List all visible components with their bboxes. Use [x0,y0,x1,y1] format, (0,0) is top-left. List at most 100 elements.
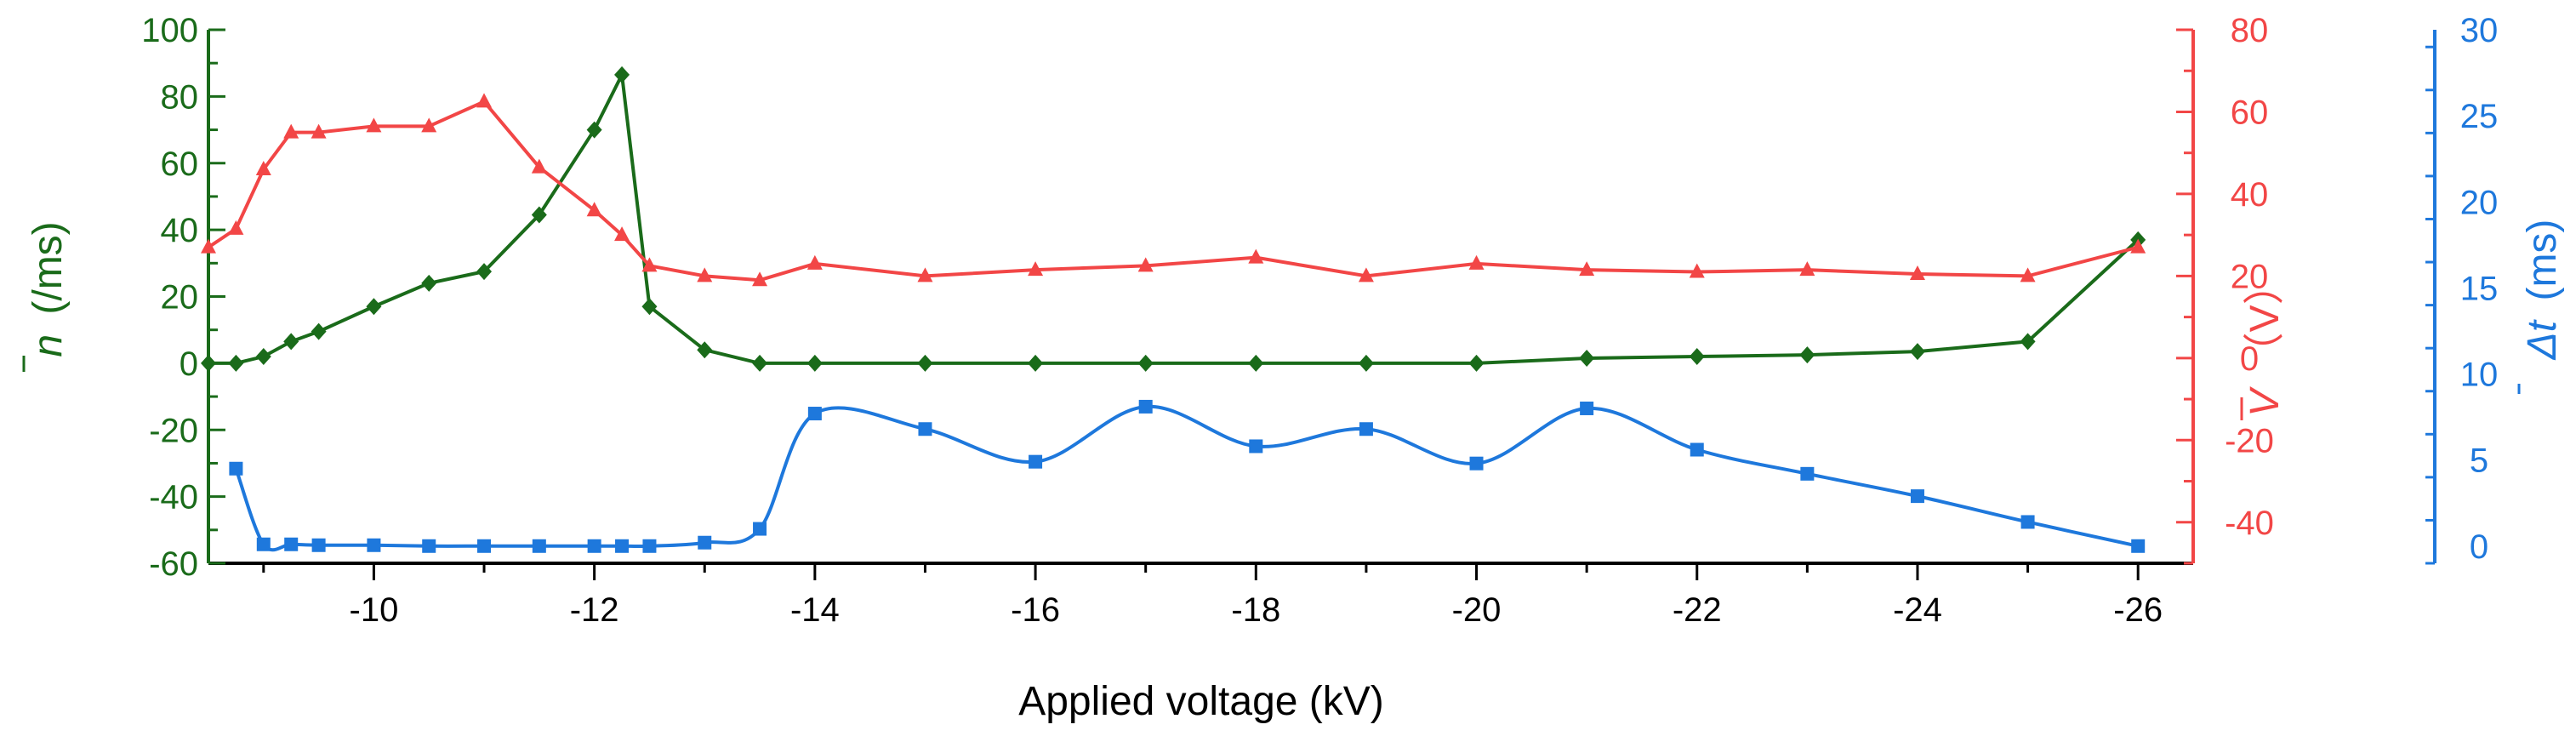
data-point-t [1138,399,1153,414]
data-point-V [614,226,630,242]
y-n-tick-label: 0 [180,345,198,383]
y-t-tick-label: 30 [2460,12,2499,49]
data-point-t [477,539,492,553]
data-point-t [532,539,546,553]
y-V-tick-label: 0 [2240,340,2259,378]
data-point-n [1909,343,1925,361]
data-point-V [201,238,216,254]
series-line-t [234,404,2139,552]
data-point-t [807,407,822,421]
plot-frame [22,30,2521,565]
data-point-n [421,274,437,292]
svg-text:Δt (ms): Δt (ms) [2520,220,2565,361]
y-t-tick-label: 15 [2460,270,2499,307]
data-point-t [698,535,712,550]
data-point-t [367,538,381,552]
data-point-V [2130,238,2146,254]
x-tick-label: -12 [570,591,619,629]
y-V-tick-label: -40 [2225,505,2274,542]
y-axis-title-t-symbol: Δt [2520,319,2565,360]
data-point-V [476,93,493,108]
data-point-V [586,202,602,217]
y-axis-title-n-symbol: n [26,334,71,357]
y-axis-title-t: Δt (ms) [2520,220,2565,361]
data-point-t [1249,439,1263,454]
data-point-n [1468,354,1485,372]
y-V-tick-label: 40 [2231,176,2269,214]
data-point-t [642,539,657,553]
data-point-n [1579,349,1595,367]
x-tick-label: -16 [1011,591,1060,629]
data-point-V [255,160,271,175]
data-point-n [641,298,658,316]
svg-text:n (/ms): n (/ms) [26,221,71,357]
y-t-tick-label: 10 [2460,357,2499,394]
data-point-V [283,123,299,139]
data-point-n [366,298,382,316]
data-point-V [228,220,244,235]
series-line-V [207,99,2139,282]
y-n-tick-label: 20 [161,279,199,317]
data-point-n [917,354,933,372]
y-V-tick-label: 60 [2231,94,2269,131]
data-point-t [615,539,630,553]
x-axis-title: Applied voltage (kV) [1018,679,1384,724]
data-point-V [1248,248,1264,264]
data-point-V [1028,261,1044,277]
data-point-t [1580,401,1594,415]
data-point-V [697,267,713,282]
svg-text:V （V）: V （V） [2243,264,2288,416]
x-tick-label: -26 [2113,591,2163,629]
data-point-V [1579,261,1595,277]
data-point-V [641,257,658,272]
data-point-V [1799,261,1815,277]
data-point-n [586,121,602,139]
y-t-tick-label: 5 [2470,442,2488,480]
x-tick-label: -24 [1893,591,1942,629]
data-point-n [476,263,493,281]
data-point-V [1689,263,1705,278]
y-t-tick-label: 0 [2470,528,2488,566]
y-n-tick-label: -40 [149,479,198,516]
data-point-n [2020,333,2036,351]
y-V-tick-label: 20 [2231,258,2269,295]
data-point-V [531,158,547,174]
data-point-t [311,538,326,552]
data-point-n [697,341,713,359]
y-n-tick-label: -20 [149,412,198,449]
data-point-t [422,539,436,553]
x-tick-label: -10 [350,591,399,629]
data-point-n [228,354,244,372]
x-tick-label: -18 [1231,591,1280,629]
data-point-n [311,322,327,340]
data-point-t [753,522,767,536]
y-n-tick-label: -60 [149,545,198,583]
data-point-t [1800,466,1815,481]
data-point-V [311,123,327,139]
y-axis-title-n-unit: (/ms) [26,221,71,314]
data-point-n [1799,346,1815,364]
data-point-V [421,117,437,133]
x-tick-label: -22 [1673,591,1722,629]
axes-layer: -10 -12 -14 -16 -18 -20 -22 -24 -26 -60 -40 -20 0 20 4… [141,12,2498,629]
data-point-n [1028,354,1044,372]
y-n-tick-label: 60 [161,145,199,183]
data-point-V [752,271,768,287]
y-axis-title-t-unit: (ms) [2520,220,2565,301]
data-point-n [1248,354,1264,372]
data-point-V [2020,267,2036,282]
data-point-t [918,422,932,436]
data-point-V [1358,267,1374,282]
data-point-n [283,333,299,351]
data-point-t [2020,515,2035,529]
data-point-t [1469,456,1484,471]
y-n-tick-label: 100 [141,12,198,49]
data-point-V [1468,254,1485,270]
data-point-V [917,267,933,282]
y-n-tick-label: 80 [161,78,199,116]
data-point-V [1137,257,1154,272]
data-point-t [1359,422,1373,436]
y-n-tick-label: 40 [161,212,199,249]
data-point-n [806,354,823,372]
